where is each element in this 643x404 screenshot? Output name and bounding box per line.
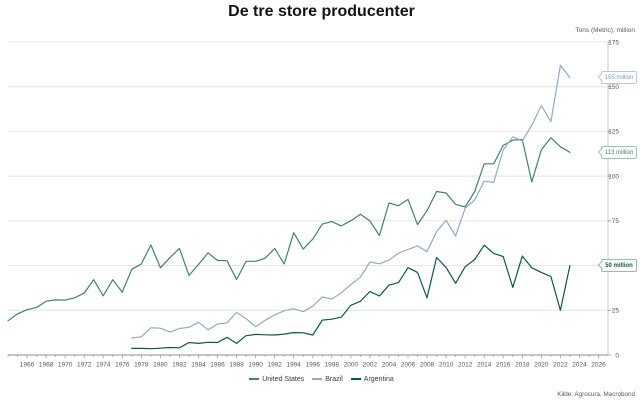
end-label-united-states: 113 million — [601, 145, 637, 159]
legend-item-united-states: United States — [249, 376, 304, 383]
end-label-brazil: 155 million — [601, 70, 637, 84]
series-line-brazil — [131, 64, 571, 339]
series-line-argentina — [131, 244, 571, 350]
x-tick-label: 2014 — [477, 362, 492, 369]
legend: United States Brazil Argentina — [0, 372, 643, 386]
x-tick-label: 1982 — [172, 362, 187, 369]
y-tick-label: 0 — [615, 352, 619, 359]
y-tick-label: 75 — [612, 218, 620, 225]
x-tick-label: 1972 — [77, 362, 92, 369]
legend-swatch-united-states — [249, 378, 260, 380]
source-credit: Kilde: Agrocura, Macrobond — [557, 391, 635, 398]
end-label-united-states-text: 113 million — [604, 149, 634, 156]
x-tick-label: 1970 — [58, 362, 73, 369]
series-line-united-states — [7, 137, 571, 322]
x-tick-label: 2026 — [591, 362, 606, 369]
x-tick-label: 1980 — [153, 362, 168, 369]
x-tick-label: 1968 — [39, 362, 54, 369]
x-tick-label: 1988 — [229, 362, 244, 369]
x-tick-label: 1984 — [191, 362, 206, 369]
legend-label-argentina: Argentina — [363, 375, 394, 383]
x-tick-label: 2010 — [439, 362, 454, 369]
legend-swatch-brazil — [312, 378, 323, 380]
end-label-argentina-text: 50 million — [605, 262, 633, 269]
y-axis-title: Tons (Metric), million — [575, 27, 635, 34]
x-tick-label: 1978 — [134, 362, 149, 369]
x-tick-label: 2006 — [401, 362, 416, 369]
y-tick-label: 125 — [608, 129, 619, 136]
x-tick-label: 2016 — [496, 362, 511, 369]
x-tick-label: 1986 — [210, 362, 225, 369]
x-tick-label: 1994 — [286, 362, 301, 369]
x-tick-label: 2000 — [344, 362, 359, 369]
x-tick-label: 1974 — [96, 362, 111, 369]
x-tick-label: 2008 — [420, 362, 435, 369]
x-tick-label: 2018 — [515, 362, 530, 369]
end-label-brazil-text: 155 million — [604, 74, 634, 81]
x-tick-label: 1998 — [325, 362, 340, 369]
legend-item-brazil: Brazil — [312, 376, 343, 383]
x-tick-label: 2024 — [572, 362, 587, 369]
y-tick-label: 175 — [608, 39, 619, 46]
y-tick-label: 100 — [608, 173, 619, 180]
x-tick-label: 1992 — [267, 362, 282, 369]
y-tick-label: 25 — [612, 308, 620, 315]
end-label-argentina: 50 million — [601, 258, 637, 272]
x-tick-label: 2004 — [382, 362, 397, 369]
x-tick-label: 2020 — [534, 362, 549, 369]
x-tick-label: 2002 — [363, 362, 378, 369]
legend-label-brazil: Brazil — [325, 375, 343, 383]
x-tick-label: 1996 — [306, 362, 321, 369]
x-tick-label: 1990 — [248, 362, 263, 369]
legend-swatch-argentina — [350, 378, 361, 380]
y-tick-label: 150 — [608, 84, 619, 91]
x-tick-label: 2012 — [458, 362, 473, 369]
x-tick-label: 1976 — [115, 362, 130, 369]
chart-title: De tre store producenter — [228, 3, 415, 20]
x-tick-label: 1966 — [20, 362, 35, 369]
legend-item-argentina: Argentina — [350, 375, 394, 383]
x-tick-label: 2022 — [553, 362, 568, 369]
legend-label-united-states: United States — [262, 375, 305, 383]
